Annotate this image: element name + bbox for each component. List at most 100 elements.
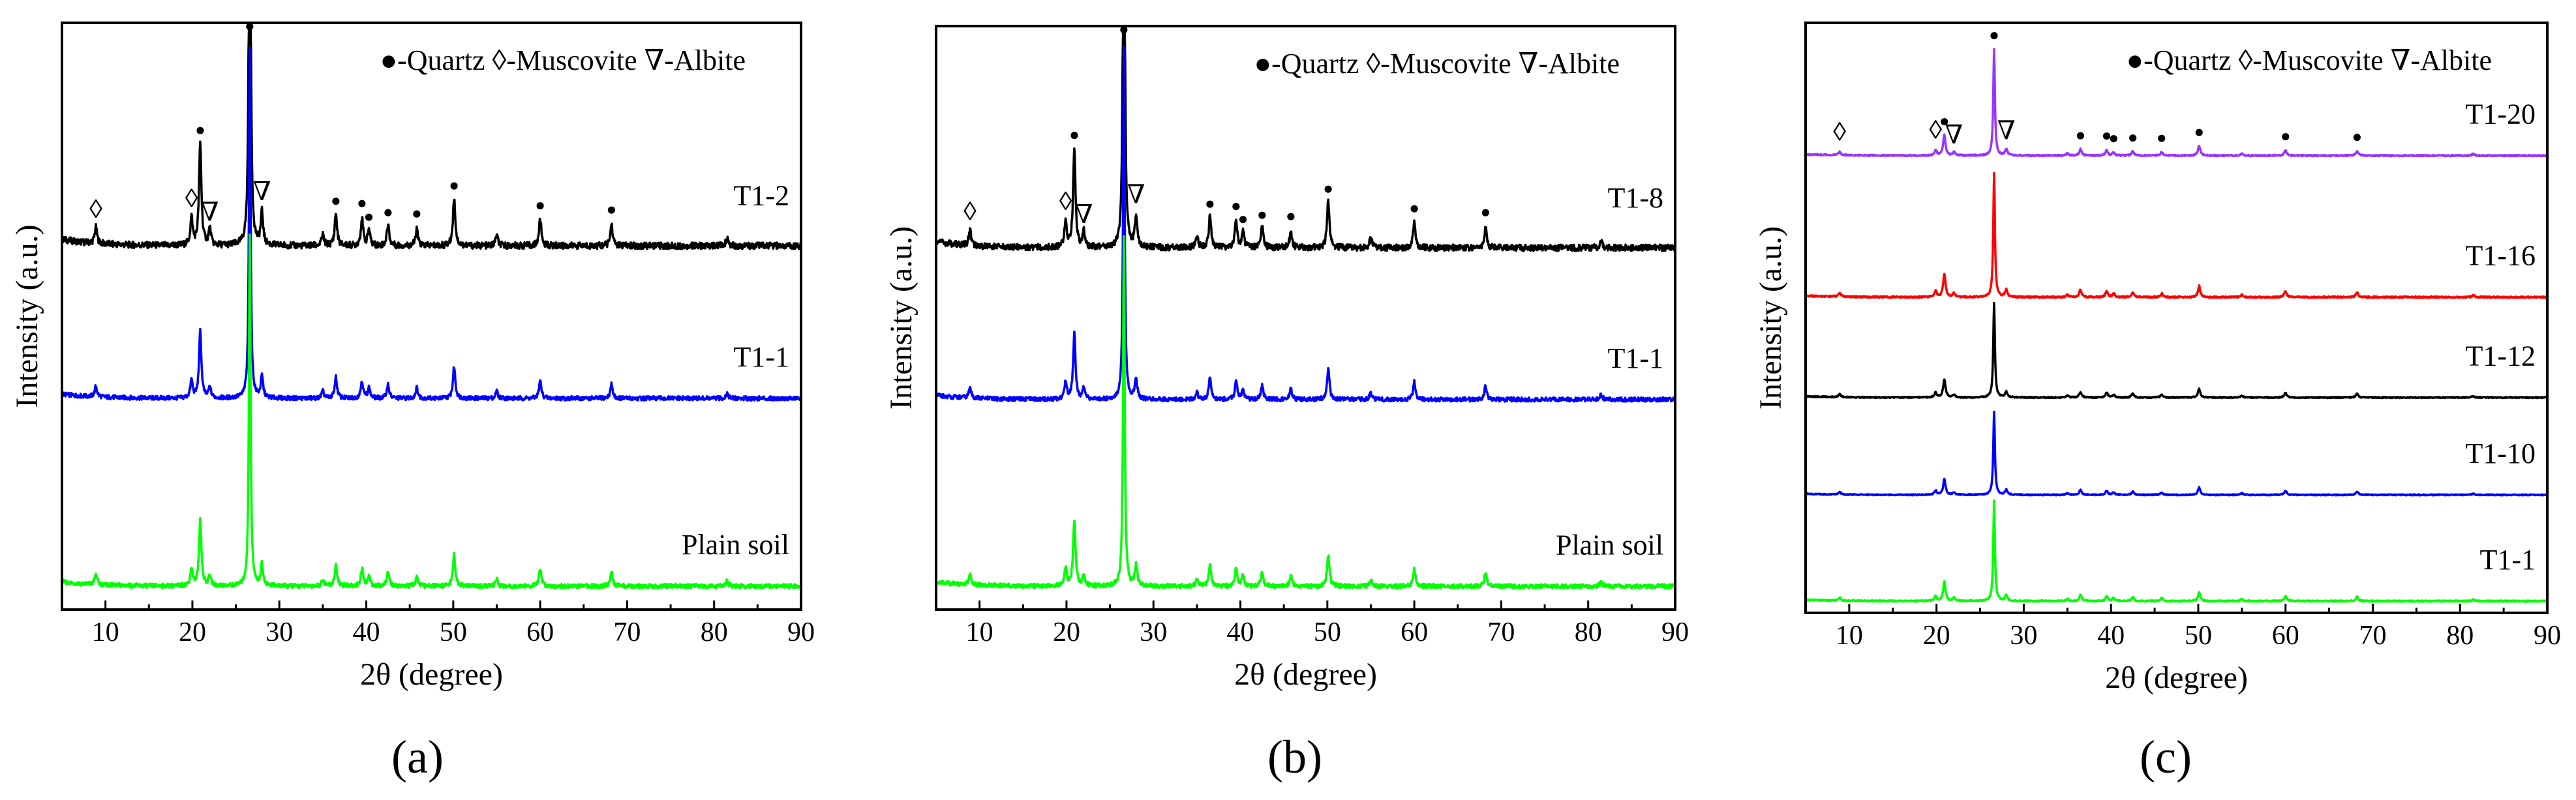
phase-marker-quartz: ● — [1205, 194, 1215, 213]
series-label: T1-12 — [2465, 340, 2536, 372]
phase-marker-quartz: ● — [607, 200, 617, 219]
y-axis-title: Intensity (a.u.) — [1753, 226, 1788, 409]
x-axis-title: 2θ (degree) — [1234, 657, 1377, 692]
x-tick-label: 40 — [1227, 617, 1254, 647]
phase-marker-quartz: ● — [412, 204, 422, 223]
series-line-plain-soil — [61, 233, 802, 589]
x-tick-label: 80 — [701, 617, 728, 647]
x-tick-label: 70 — [2359, 621, 2386, 651]
phase-marker-muscovite: ◊ — [1059, 186, 1072, 216]
phase-marker-quartz: ● — [449, 175, 459, 194]
x-tick-label: 50 — [1314, 617, 1341, 647]
phase-marker-quartz: ● — [364, 207, 374, 226]
x-tick-label: 40 — [353, 617, 380, 647]
phase-marker-quartz: ● — [2157, 128, 2167, 147]
x-tick-label: 10 — [92, 617, 119, 647]
series-label: Plain soil — [1556, 529, 1663, 561]
series-line-t1-16 — [1804, 171, 2549, 299]
panel-label: (c) — [2140, 731, 2192, 783]
x-tick-label: 10 — [1836, 621, 1863, 651]
x-tick-label: 20 — [1923, 621, 1950, 651]
series-label: T1-16 — [2465, 240, 2536, 272]
legend-text: ●-Quartz ◊-Muscovite ∇-Albite — [380, 44, 746, 76]
x-tick-label: 90 — [787, 617, 815, 647]
phase-marker-albite: ∇ — [1127, 180, 1145, 209]
phase-marker-albite: ∇ — [1997, 116, 2016, 145]
plot-frame — [935, 25, 1676, 611]
x-tick-label: 70 — [1487, 617, 1515, 647]
phase-marker-muscovite: ◊ — [89, 194, 102, 224]
phase-marker-muscovite: ◊ — [185, 184, 198, 213]
plot-frame — [61, 22, 802, 611]
panel-label: (b) — [1267, 731, 1322, 783]
phase-marker-quartz: ● — [1323, 179, 1333, 198]
phase-marker-quartz: ● — [2102, 126, 2112, 145]
series-label: T1-1 — [2479, 544, 2536, 576]
x-tick-label: 60 — [1401, 617, 1428, 647]
phase-marker-quartz: ● — [1409, 198, 1419, 217]
x-tick-label: 50 — [440, 617, 467, 647]
x-tick-label: 70 — [613, 617, 641, 647]
x-tick-label: 60 — [526, 617, 554, 647]
phase-marker-muscovite: ◊ — [1833, 117, 1846, 147]
plot-frame — [1804, 22, 2549, 614]
series-line-t1-1 — [1804, 499, 2549, 603]
y-axis-title: Intensity (a.u.) — [884, 226, 918, 409]
phase-marker-quartz: ● — [1286, 207, 1296, 226]
legend-text: ●-Quartz ◊-Muscovite ∇-Albite — [1254, 48, 1620, 80]
phase-marker-quartz: ● — [1069, 125, 1080, 144]
x-tick-label: 20 — [1053, 617, 1080, 647]
series-line-t1-10 — [1804, 410, 2549, 497]
x-tick-label: 10 — [966, 617, 993, 647]
x-tick-label: 80 — [1575, 617, 1602, 647]
x-tick-label: 80 — [2446, 621, 2474, 651]
x-tick-label: 90 — [2534, 621, 2561, 651]
phase-marker-quartz: ● — [1989, 25, 1999, 44]
panel-label: (a) — [391, 731, 444, 783]
series-label: T1-2 — [733, 180, 789, 212]
phase-marker-quartz: ● — [331, 191, 341, 210]
series-line-t1-1 — [61, 46, 802, 402]
phase-marker-albite: ∇ — [253, 177, 271, 206]
phase-marker-quartz: ● — [2108, 128, 2119, 147]
x-tick-label: 30 — [1140, 617, 1167, 647]
phase-marker-quartz: ● — [1939, 111, 1950, 130]
phase-marker-quartz: ● — [2352, 127, 2363, 146]
phase-marker-muscovite: ◊ — [963, 197, 977, 226]
phase-marker-quartz: ● — [535, 196, 545, 215]
phase-marker-albite: ∇ — [1945, 120, 1963, 149]
series-line-t1-8 — [935, 31, 1676, 252]
x-tick-label: 50 — [2185, 621, 2212, 651]
x-tick-label: 30 — [2010, 621, 2037, 651]
phase-marker-quartz: ● — [2194, 123, 2204, 141]
phase-marker-quartz: ● — [195, 120, 205, 139]
series-label: T1-1 — [1607, 342, 1663, 374]
series-line-t1-12 — [1804, 301, 2549, 400]
x-tick-label: 90 — [1661, 617, 1689, 647]
phase-marker-quartz: ● — [1257, 205, 1267, 224]
x-axis-title: 2θ (degree) — [2105, 660, 2248, 695]
y-axis-title: Intensity (a.u.) — [10, 224, 44, 407]
phase-marker-albite: ∇ — [1075, 200, 1093, 229]
series-label: T1-10 — [2465, 437, 2536, 469]
x-tick-label: 20 — [179, 617, 206, 647]
series-line-t1-1 — [935, 46, 1676, 403]
series-label: T1-1 — [733, 341, 789, 373]
phase-marker-muscovite: ◊ — [1929, 115, 1942, 144]
phase-marker-quartz: ● — [2075, 125, 2085, 144]
legend-text: ●-Quartz ◊-Muscovite ∇-Albite — [2127, 44, 2492, 76]
series-label: T1-8 — [1607, 182, 1663, 214]
series-line-t1-2 — [61, 27, 802, 250]
phase-marker-quartz: ● — [383, 203, 393, 222]
phase-marker-albite: ∇ — [201, 197, 219, 226]
phase-marker-quartz: ● — [1481, 203, 1491, 222]
series-line-plain-soil — [935, 235, 1676, 590]
phase-marker-quartz: ● — [1238, 209, 1249, 228]
phase-marker-quartz: ● — [2281, 126, 2291, 145]
phase-marker-quartz: ● — [2128, 128, 2138, 147]
phase-marker-quartz: ● — [1119, 20, 1129, 38]
x-tick-label: 30 — [265, 617, 293, 647]
